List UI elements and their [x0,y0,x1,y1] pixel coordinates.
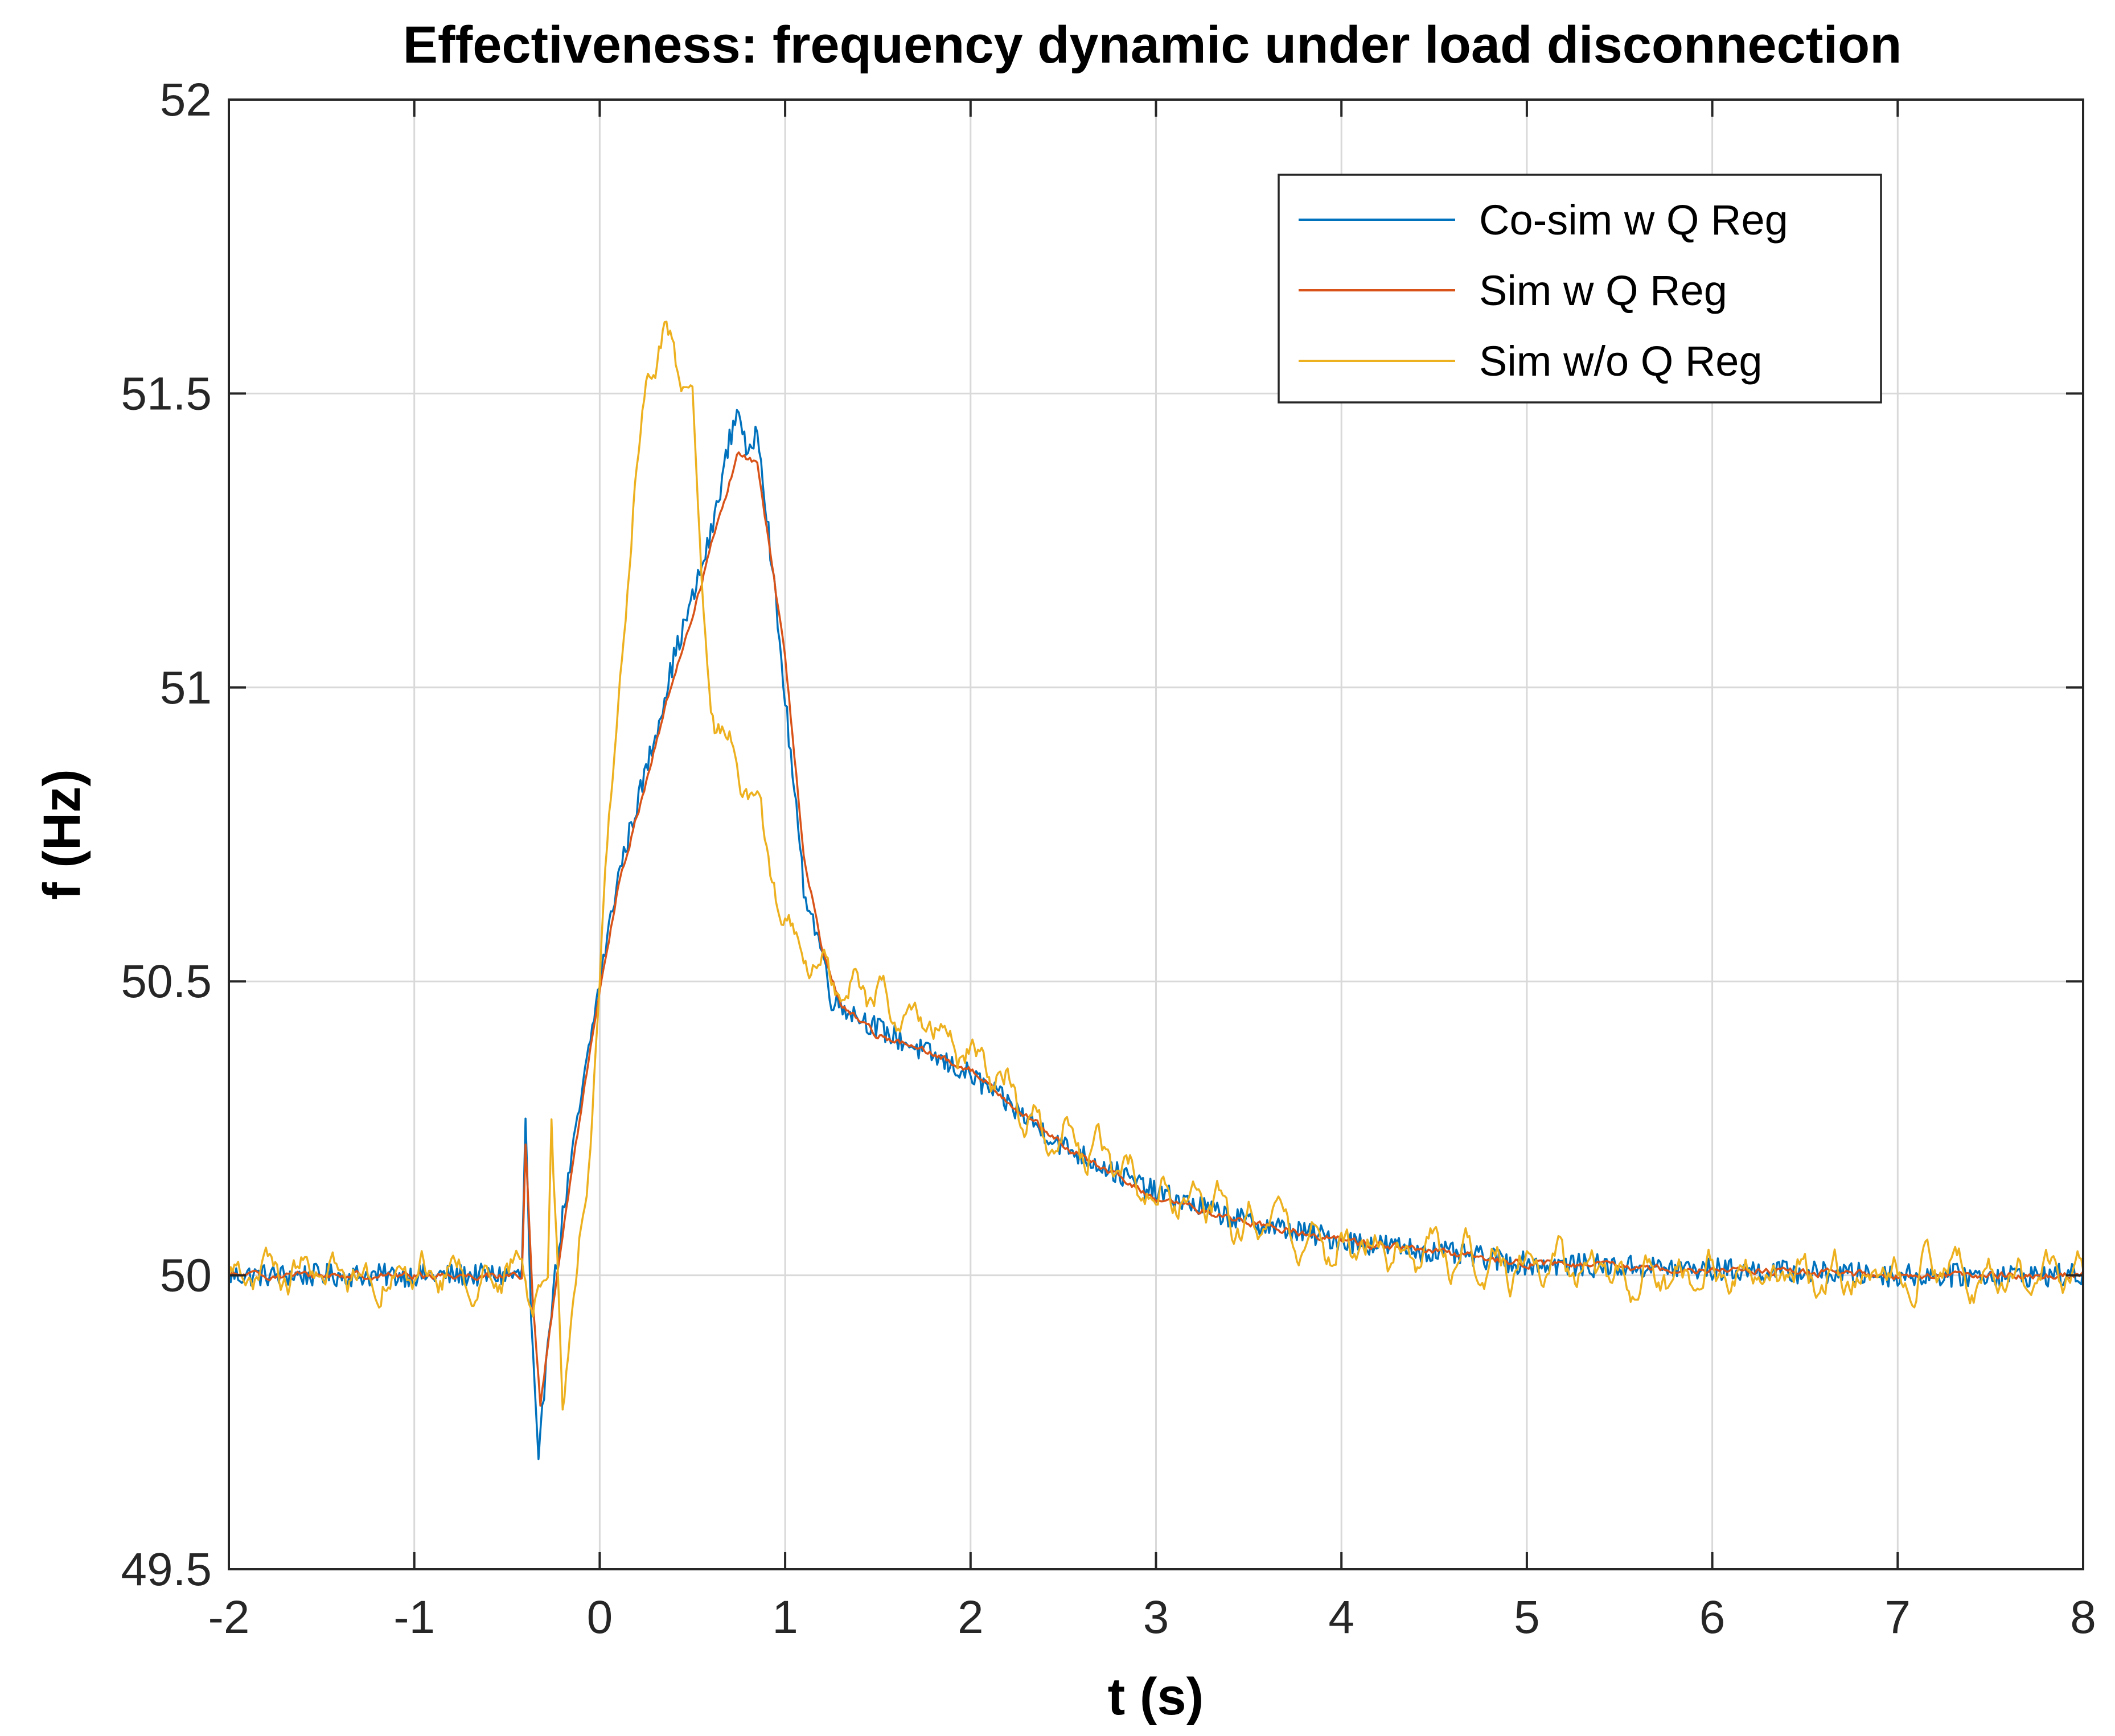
y-tick-label: 50 [160,1250,212,1302]
y-tick-label: 50.5 [121,956,212,1007]
x-tick-label: 2 [958,1591,984,1643]
series-group [228,320,2084,1461]
x-tick-label: 6 [1699,1591,1726,1643]
x-tick-label: 3 [1143,1591,1169,1643]
x-tick-label: 4 [1328,1591,1354,1643]
chart-title: Effectiveness: frequency dynamic under l… [403,16,1902,74]
y-tick-label: 51.5 [121,368,212,419]
x-axis-label: t (s) [1108,1668,1204,1726]
y-tick-label: 52 [160,74,212,126]
legend-label-co-sim: Co-sim w Q Reg [1479,196,1788,244]
x-tick-label: -1 [393,1591,435,1643]
x-tick-label: 7 [1884,1591,1911,1643]
x-tick-label: 0 [587,1591,613,1643]
legend-label-sim: Sim w Q Reg [1479,267,1727,314]
ticks [228,98,2084,1570]
legend-label-sim-no-q: Sim w/o Q Reg [1479,338,1763,385]
tick-labels: -2 -1 0 1 2 3 4 5 6 7 8 49.5 50 50.5 51 51.5 52 [121,74,2096,1643]
legend-box [1278,174,1882,404]
y-tick-label: 49.5 [121,1544,212,1595]
y-axis-label: f (Hz) [33,769,91,900]
y-tick-label: 51 [160,662,212,714]
series-line-sim-w-o-q-reg [228,320,2084,1411]
x-tick-label: 1 [772,1591,798,1643]
series-line-sim-w-q-reg [228,451,2084,1407]
x-tick-label: -2 [208,1591,250,1643]
x-tick-label: 5 [1514,1591,1540,1643]
legend: Co-sim w Q Reg Sim w Q Reg Sim w/o Q Reg [1278,174,1882,404]
x-tick-label: 8 [2070,1591,2096,1643]
